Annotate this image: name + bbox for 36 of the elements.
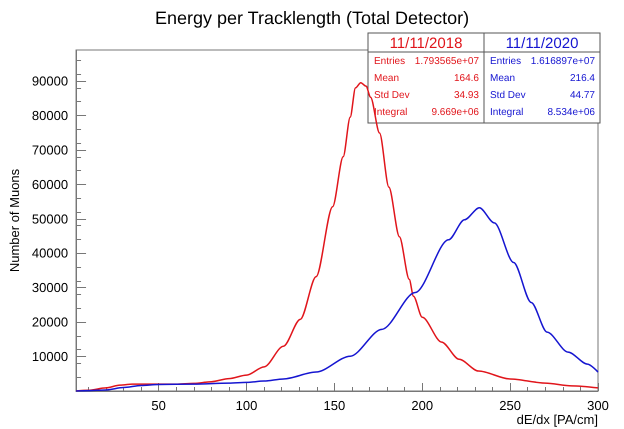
y-tick-label: 80000 (32, 108, 68, 123)
annotation: Mean (374, 73, 400, 84)
x-tick-label: 200 (411, 398, 434, 413)
annotation: Mean (490, 73, 516, 84)
annotation: Integral (374, 107, 408, 118)
annotation: 9.669e+06 (431, 107, 480, 118)
text: 11/11/2018 (390, 35, 462, 52)
y-tick-label: 20000 (32, 314, 68, 330)
x-tick-label: 300 (587, 398, 609, 413)
x-tick-label: 50 (151, 398, 166, 413)
annotation: Std Dev (374, 90, 410, 101)
y-tick-label: 60000 (32, 176, 68, 192)
x-tick-label: 100 (236, 398, 258, 413)
y-tick-label: 30000 (32, 280, 68, 296)
x-tick-label: 150 (324, 398, 346, 413)
annotation: 44.77 (570, 90, 596, 101)
annotation: 1.793565e+07 (414, 56, 480, 67)
annotation: 164.6 (454, 73, 480, 84)
annotation: Entries (490, 56, 522, 67)
y-tick-label: 40000 (32, 246, 68, 261)
annotation: 216.4 (570, 73, 596, 84)
annotation: Std Dev (490, 90, 526, 101)
annotation: 1.616897e+07 (530, 56, 596, 67)
y-tick-label: 90000 (32, 74, 68, 88)
y-axis-title: Number of Muons (7, 168, 22, 272)
annotation: Integral (490, 107, 524, 118)
y-tick-label: 70000 (32, 142, 68, 158)
y-tick-label: 50000 (32, 211, 68, 226)
x-tick-label: 250 (499, 398, 521, 413)
text: 11/11/2020 (506, 35, 578, 52)
annotation: 8.534e+06 (547, 107, 596, 118)
annotation: Entries (374, 56, 406, 67)
chart-title: Energy per Tracklength (Total Detector) (154, 8, 470, 28)
annotation: 34.93 (454, 90, 480, 101)
y-tick-label: 10000 (32, 349, 68, 364)
x-axis-title: dE/dx [PA/cm] (516, 412, 598, 427)
